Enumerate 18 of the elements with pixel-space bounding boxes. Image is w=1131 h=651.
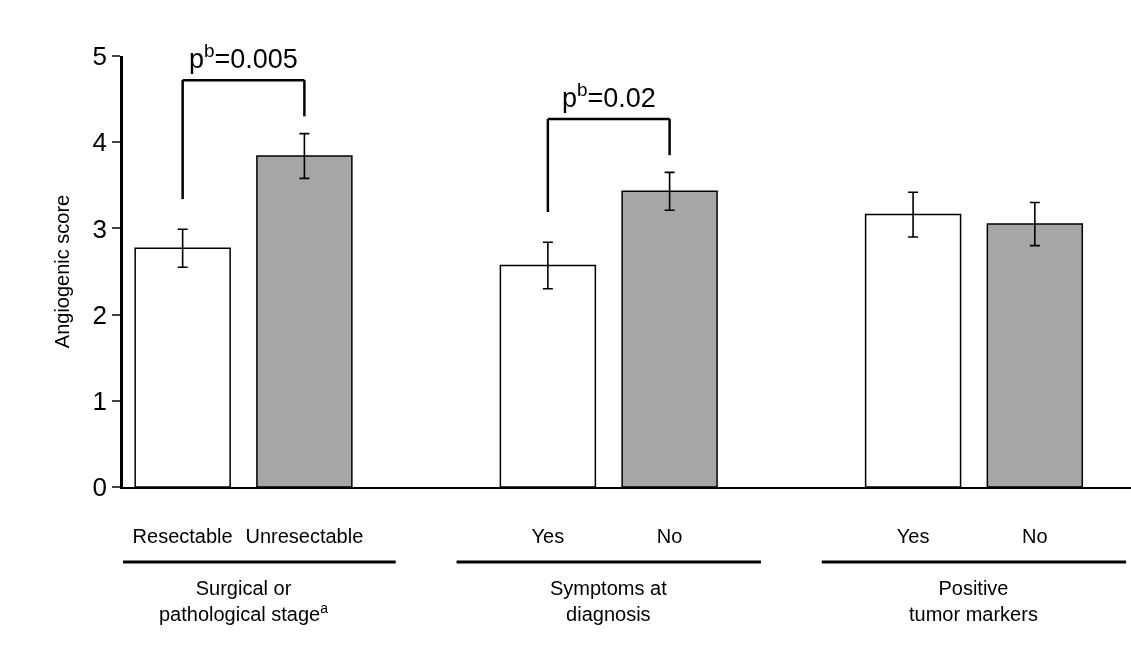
y-tick-label: 5: [92, 41, 108, 72]
x-tick-label: Yes: [531, 524, 565, 547]
y-tick-label: 2: [92, 299, 108, 330]
x-tick-label: No: [1022, 524, 1048, 547]
y-tick-label: 1: [92, 385, 108, 416]
x-tick-label: Yes: [896, 524, 930, 547]
annotation: p$^{b}$=0.005: [189, 40, 298, 75]
y-tick-label: 3: [92, 213, 108, 244]
x-tick-label: No: [656, 524, 683, 547]
y-axis-title: Angiogenic score: [51, 194, 74, 349]
x-tick-label: Unresectable: [245, 524, 364, 547]
text: Surgical or pathological stage$^{a}$: [159, 577, 329, 625]
text: Positive tumor markers: [909, 577, 1038, 625]
text: Symptoms at diagnosis: [550, 577, 668, 625]
annotation: p$^{b}$=0.02: [562, 79, 656, 114]
y-tick-label: 4: [92, 127, 108, 158]
x-tick-label: Resectable: [132, 524, 233, 547]
y-tick-label: 0: [92, 472, 108, 503]
